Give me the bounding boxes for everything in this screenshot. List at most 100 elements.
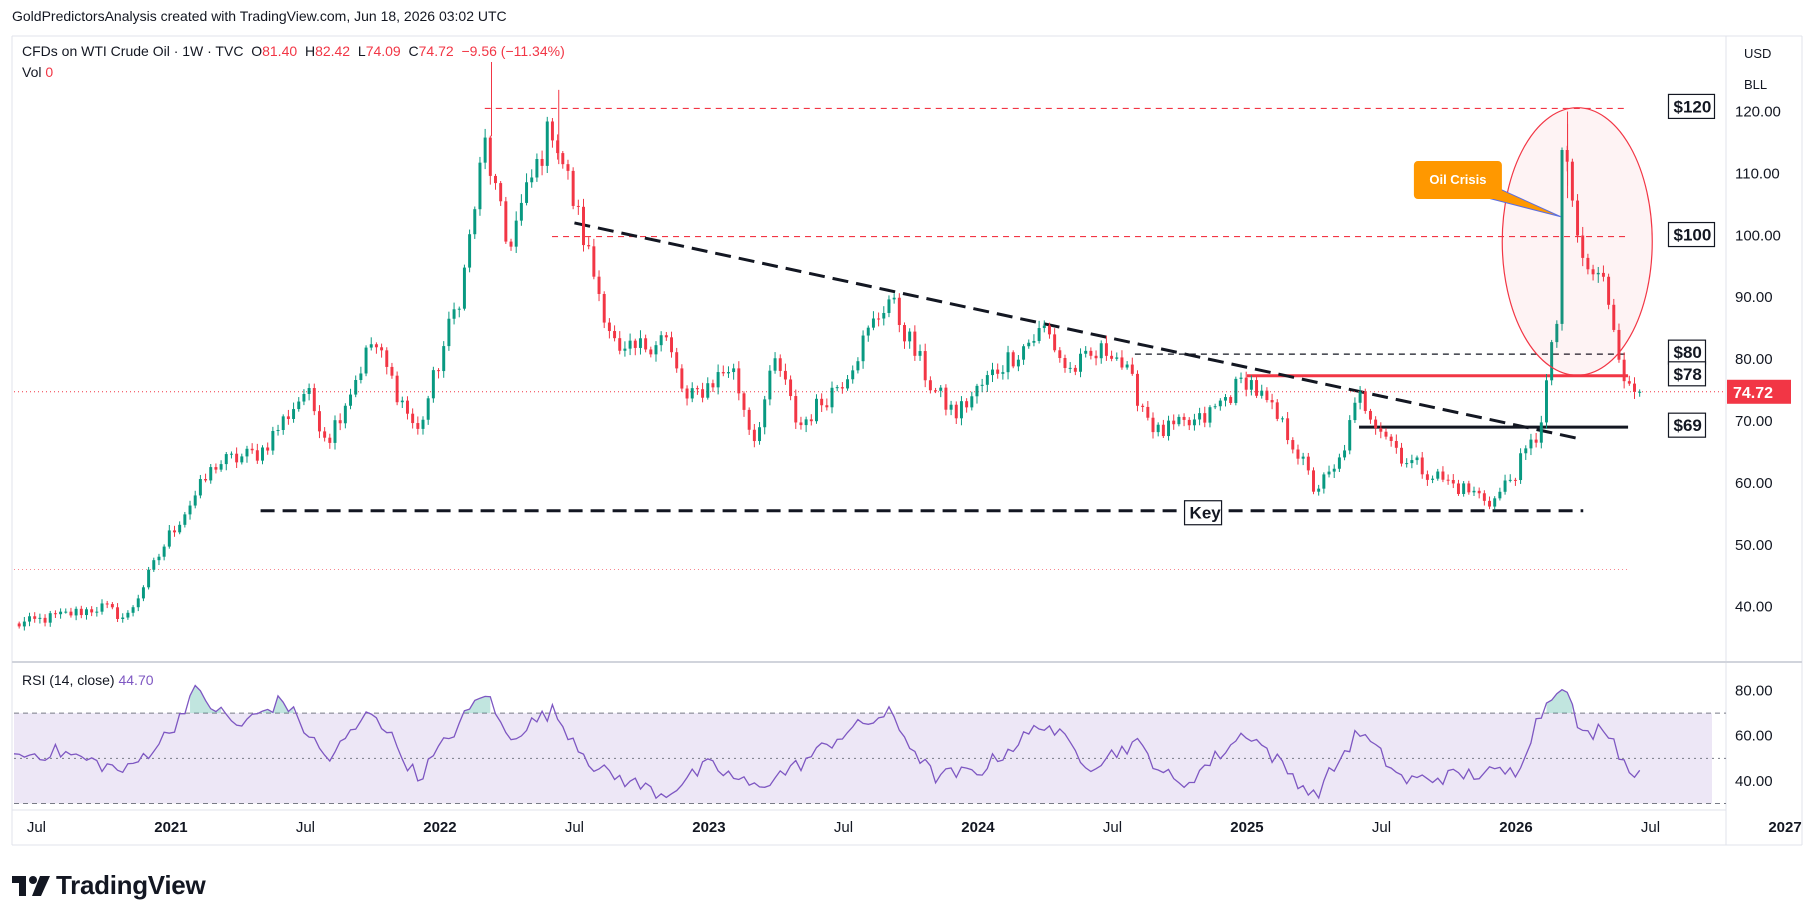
- candle-body: [680, 368, 684, 389]
- candle-body: [1135, 373, 1139, 406]
- candle-body: [1570, 161, 1574, 201]
- candle-body: [1596, 272, 1600, 275]
- symbol-name: CFDs on WTI Crude Oil · 1W · TVC: [22, 43, 244, 59]
- candle-body: [1394, 440, 1398, 448]
- volume-legend[interactable]: Vol 0: [22, 64, 53, 80]
- label-box: [1183, 500, 1223, 526]
- candle-body: [1374, 419, 1378, 429]
- candle-body: [1420, 457, 1424, 475]
- candle-body: [918, 351, 922, 356]
- candle-body: [328, 437, 332, 443]
- price-tick-label: 110.00: [1735, 165, 1780, 182]
- candle-body: [670, 337, 673, 353]
- candle-body: [954, 404, 958, 419]
- candle-body: [607, 322, 611, 332]
- symbol-legend[interactable]: CFDs on WTI Crude Oil · 1W · TVC O81.40 …: [22, 43, 565, 59]
- rsi-tick-label: 80.00: [1735, 683, 1773, 700]
- candle-body: [1332, 468, 1336, 472]
- time-tick-label: Jul: [1103, 819, 1122, 836]
- key-level-label: Key: [1183, 500, 1223, 526]
- candle-body: [1327, 471, 1331, 475]
- candle-body: [1633, 383, 1636, 392]
- candle-body: [561, 153, 565, 165]
- candle-body: [959, 401, 963, 419]
- candle-body: [1011, 352, 1015, 367]
- candle-body: [1016, 359, 1020, 367]
- candle-body: [1529, 439, 1533, 449]
- candle-body: [147, 569, 151, 588]
- time-tick-label: Jul: [1641, 819, 1660, 836]
- candle-body: [1053, 334, 1057, 351]
- candle-body: [1301, 456, 1305, 459]
- candle-body: [1042, 325, 1046, 329]
- candle-body: [1462, 483, 1466, 494]
- candle-body: [1265, 390, 1269, 401]
- candle-body: [1286, 418, 1290, 441]
- candle-body: [323, 431, 327, 438]
- candle-body: [1187, 419, 1191, 426]
- candle-body: [1343, 450, 1347, 458]
- candle-body: [17, 623, 21, 627]
- candle-body: [1519, 453, 1523, 481]
- time-tick-label: 2023: [692, 819, 725, 836]
- candle-body: [1550, 342, 1554, 381]
- candle-body: [1110, 355, 1114, 359]
- price-level-label: $78: [1667, 361, 1707, 387]
- candle-body: [1622, 359, 1626, 382]
- unit-selector[interactable]: BLL: [1744, 77, 1768, 92]
- candle-body: [685, 388, 689, 399]
- candle-body: [1198, 413, 1202, 420]
- candle-body: [1151, 417, 1155, 433]
- candle-body: [266, 447, 270, 451]
- candle-body: [53, 613, 57, 615]
- candle-body: [141, 587, 145, 599]
- candle-body: [1425, 474, 1429, 480]
- candle-body: [726, 372, 730, 374]
- candle-body: [1192, 419, 1196, 426]
- candle-body: [763, 399, 767, 428]
- candle-body: [292, 409, 296, 419]
- candle-body: [281, 416, 285, 430]
- tradingview-logo[interactable]: TradingView: [12, 870, 206, 901]
- candle-body: [28, 616, 32, 622]
- candle-body: [996, 369, 1000, 374]
- candle-body: [1239, 377, 1243, 379]
- candle-body: [499, 183, 503, 202]
- candle-body: [494, 175, 497, 184]
- candle-body: [1363, 391, 1367, 411]
- candle-body: [188, 505, 192, 515]
- price-tick-label: 100.00: [1735, 227, 1781, 244]
- candle-body: [628, 340, 632, 349]
- rsi-band-fill: [14, 713, 1712, 804]
- candle-body: [69, 611, 73, 616]
- candle-body: [1379, 428, 1383, 432]
- currency-selector[interactable]: USD: [1744, 46, 1772, 61]
- change-value: −9.56 (−11.34%): [461, 43, 565, 59]
- candle-body: [1218, 400, 1222, 407]
- candle-body: [540, 158, 544, 166]
- candle-body: [892, 297, 896, 300]
- candle-body: [1534, 439, 1538, 443]
- candle-body: [535, 158, 539, 178]
- candle-body: [1167, 420, 1171, 437]
- rsi-legend[interactable]: RSI (14, close) 44.70: [22, 672, 154, 688]
- candle-body: [1358, 391, 1362, 403]
- candle-body: [519, 202, 523, 221]
- candle-body: [1539, 422, 1543, 443]
- candle-body: [1255, 380, 1259, 396]
- trendline: [574, 221, 1584, 442]
- candle-body: [664, 335, 668, 338]
- candle-body: [157, 556, 161, 561]
- candle-body: [934, 390, 938, 392]
- candle-body: [364, 347, 368, 374]
- candle-body: [1146, 406, 1150, 418]
- candle-body: [944, 387, 948, 410]
- price-tick-label: 120.00: [1735, 104, 1781, 121]
- candle-body: [1275, 402, 1279, 419]
- candle-body: [488, 137, 492, 176]
- candle-body: [250, 448, 254, 451]
- candle-body: [64, 611, 68, 613]
- candle-body: [1006, 352, 1010, 373]
- candle-body: [871, 318, 875, 328]
- candle-body: [576, 205, 580, 207]
